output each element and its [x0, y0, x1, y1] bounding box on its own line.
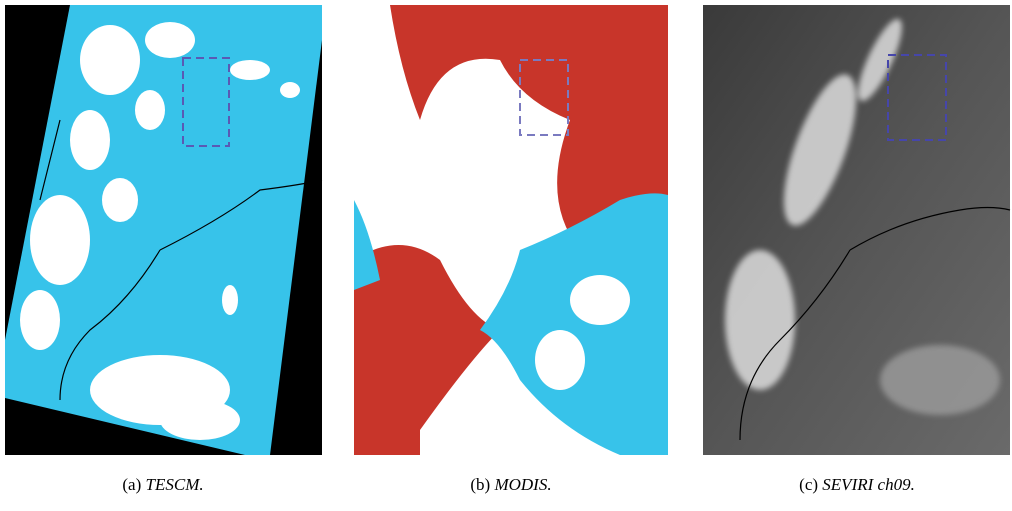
- figure: (a) TESCM. (b) MODIS. (c) SEVIRI ch09.: [0, 0, 1012, 506]
- caption: (b) MODIS.: [470, 475, 551, 494]
- caption: (c) SEVIRI ch09.: [799, 475, 915, 494]
- caption: (a) TESCM.: [122, 475, 203, 494]
- panel-c-image: [703, 5, 1010, 455]
- panel-b-image: [354, 5, 668, 455]
- page: (a) TESCM. (b) MODIS. (c) SEVIRI ch09. (…: [0, 0, 1012, 506]
- panel-a-image: [5, 5, 322, 455]
